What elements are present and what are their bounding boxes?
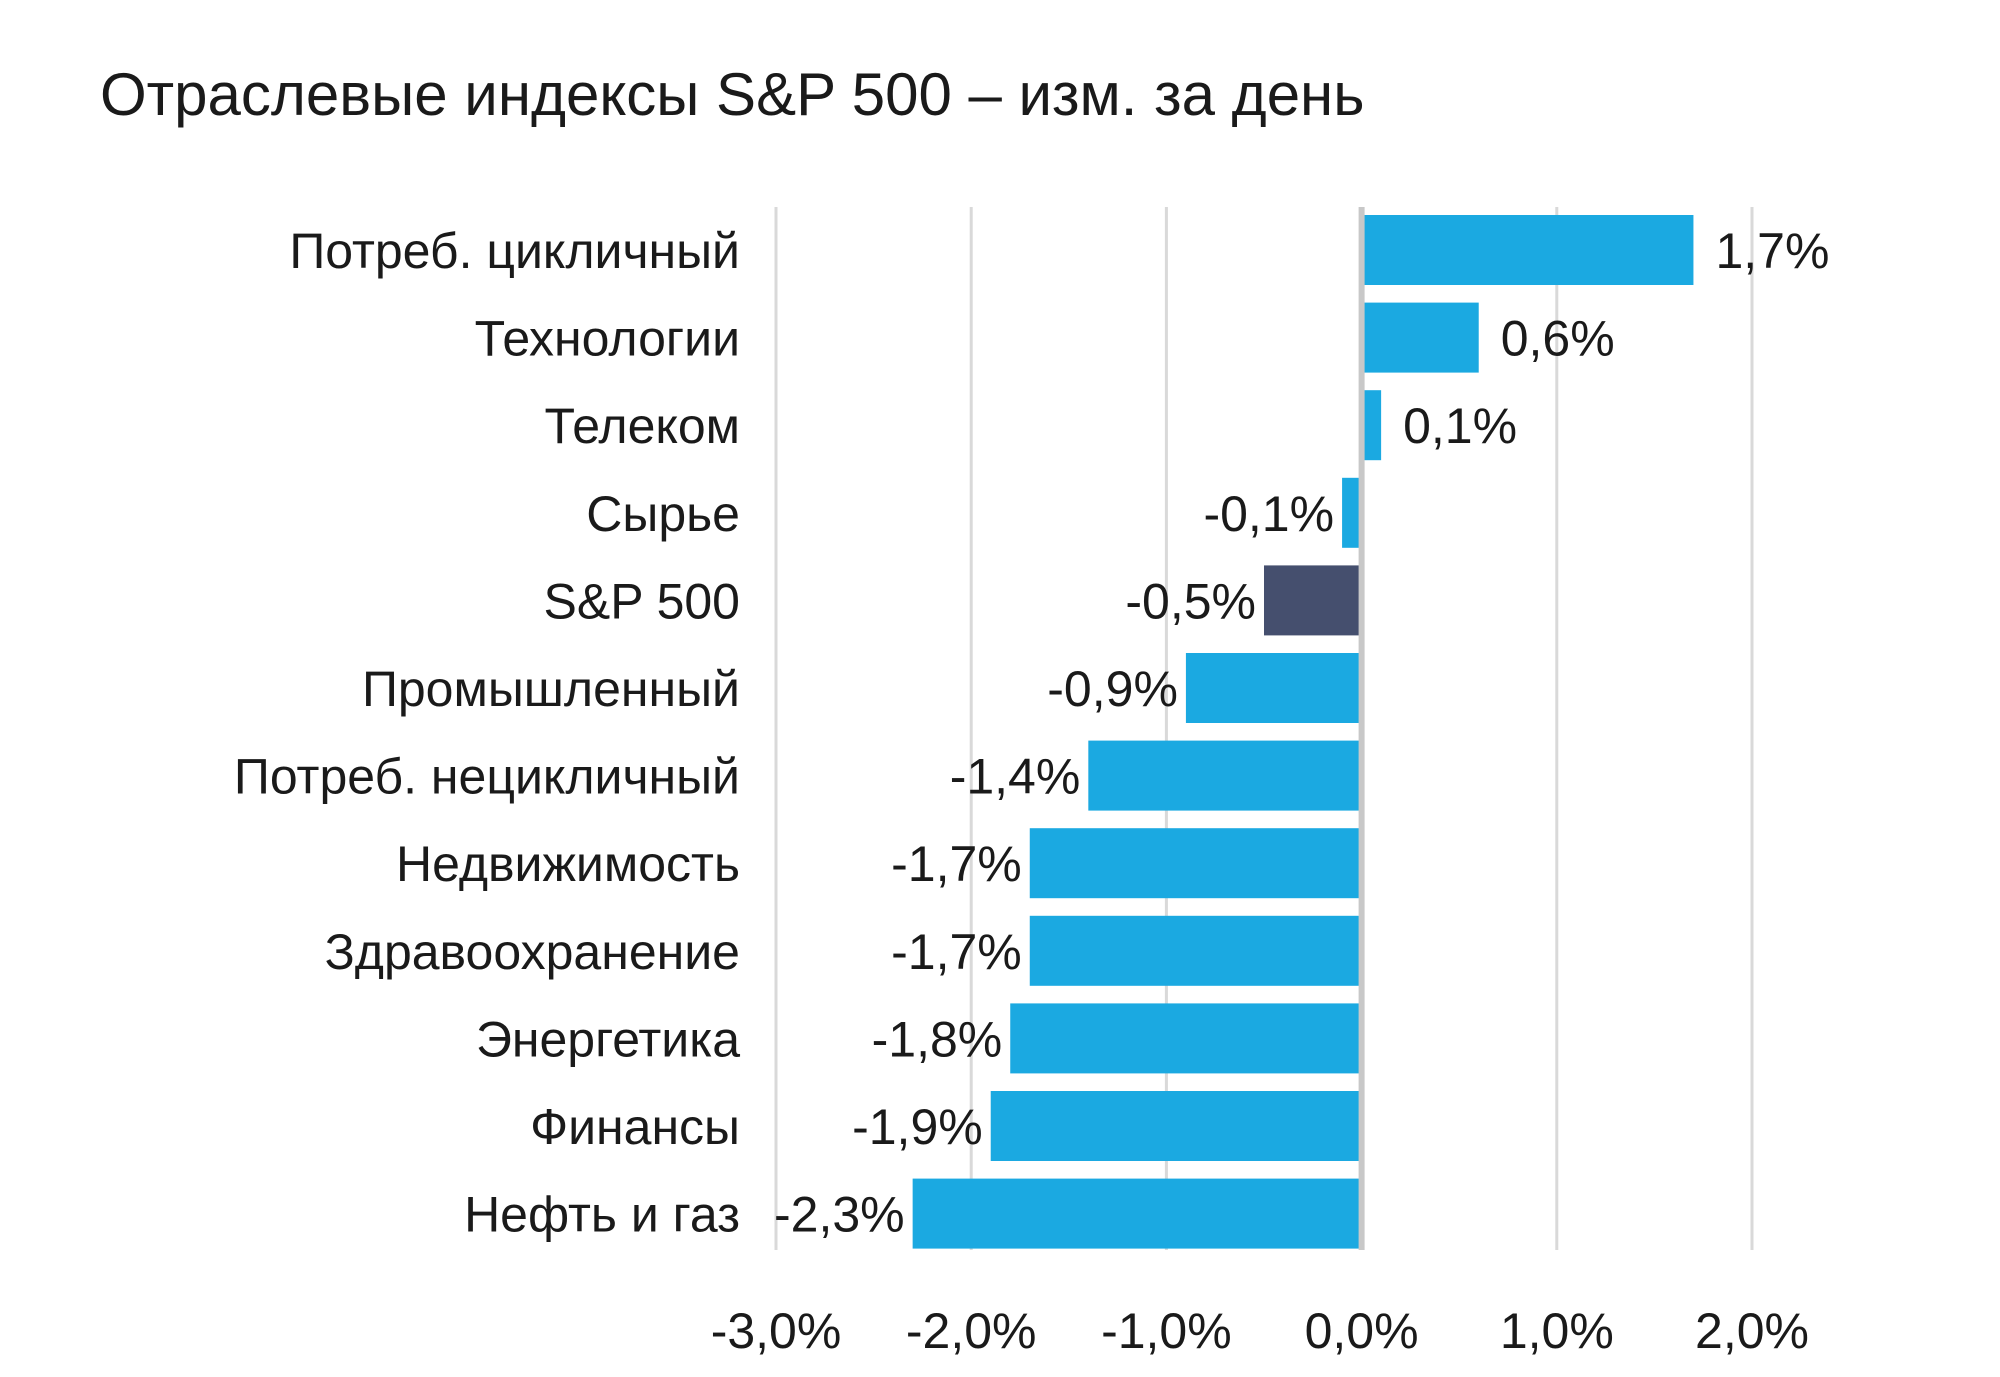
bar (1010, 1003, 1362, 1074)
category-label: Технологии (475, 311, 740, 367)
data-label: -1,9% (852, 1099, 983, 1155)
data-label: 1,7% (1715, 223, 1829, 279)
category-label: Потреб. нецикличный (234, 749, 740, 805)
grid-lines (774, 207, 1754, 1250)
bar (1361, 390, 1382, 461)
bar (1088, 740, 1362, 811)
data-label: -2,3% (774, 1187, 905, 1243)
bar (1361, 302, 1479, 373)
data-label: 0,6% (1501, 311, 1615, 367)
x-tick-label: 0,0% (1305, 1303, 1419, 1359)
category-label: Энергетика (476, 1011, 740, 1067)
bar (1264, 565, 1362, 636)
category-label: Здравоохранение (325, 924, 740, 980)
category-label: Потреб. цикличный (289, 223, 740, 279)
x-tick-label: 2,0% (1695, 1303, 1809, 1359)
data-label: -0,1% (1203, 486, 1334, 542)
data-label: -0,9% (1047, 661, 1178, 717)
category-label: Сырье (586, 486, 740, 542)
bars (912, 215, 1694, 1249)
x-tick-label: -1,0% (1101, 1303, 1232, 1359)
bar (1029, 828, 1362, 899)
data-label: 0,1% (1403, 398, 1517, 454)
data-label: -1,7% (891, 836, 1022, 892)
bar (990, 1091, 1362, 1161)
value-labels: 1,7% 0,6% 0,1% -0,1% -0,5% -0,9% -1,4% -1,7% -1,… (774, 223, 1829, 1243)
bar (1342, 477, 1362, 548)
category-label: Нефть и газ (464, 1187, 740, 1243)
x-tick-label: 1,0% (1500, 1303, 1614, 1359)
category-label: Телеком (545, 398, 740, 454)
data-label: -1,4% (950, 749, 1081, 805)
chart-title: Отраслевые индексы S&P 500 – изм. за ден… (100, 61, 1365, 128)
bar (1185, 653, 1362, 723)
bar (1361, 215, 1694, 285)
category-label: Промышленный (362, 661, 740, 717)
data-label: -1,8% (872, 1011, 1003, 1067)
category-label: Финансы (530, 1099, 740, 1155)
x-tick-label: -2,0% (906, 1303, 1037, 1359)
bar (912, 1178, 1362, 1249)
category-label: Недвижимость (396, 836, 740, 892)
data-label: -1,7% (891, 924, 1022, 980)
data-label: -0,5% (1125, 573, 1256, 629)
category-labels: Потреб. цикличный Технологии Телеком Сырье S… (234, 223, 740, 1243)
x-tick-label: -3,0% (711, 1303, 842, 1359)
x-axis-tick-labels: -3,0% -2,0% -1,0% 0,0% 1,0% 2,0% (711, 1303, 1809, 1359)
bar (1029, 915, 1362, 986)
category-label: S&P 500 (544, 573, 740, 629)
